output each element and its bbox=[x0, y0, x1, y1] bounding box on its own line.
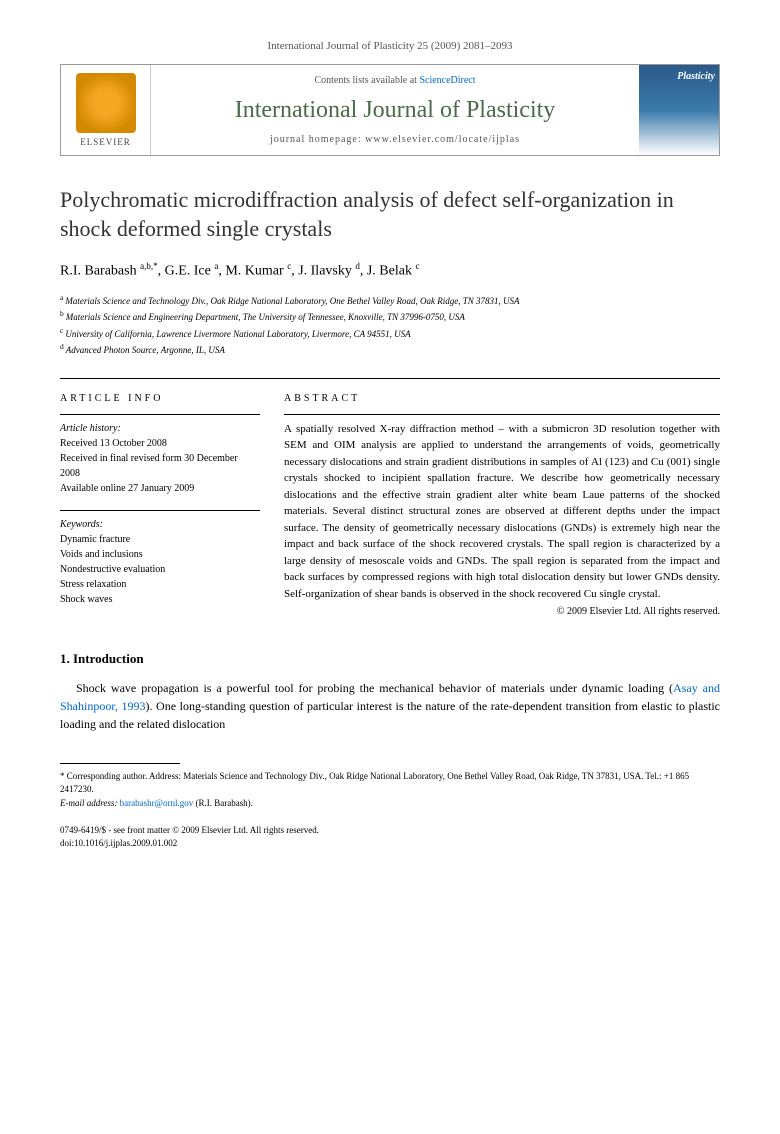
contents-available-line: Contents lists available at ScienceDirec… bbox=[167, 75, 623, 86]
journal-name: International Journal of Plasticity bbox=[167, 97, 623, 124]
article-history-block: Article history: Received 13 October 200… bbox=[60, 414, 260, 496]
intro-text-before: Shock wave propagation is a powerful too… bbox=[76, 681, 673, 695]
keywords-block: Keywords: Dynamic fracture Voids and inc… bbox=[60, 510, 260, 607]
affiliation-item: cUniversity of California, Lawrence Live… bbox=[60, 325, 720, 342]
article-info-heading: ARTICLE INFO bbox=[60, 393, 260, 404]
elsevier-tree-icon bbox=[76, 73, 136, 133]
article-info-column: ARTICLE INFO Article history: Received 1… bbox=[60, 393, 260, 621]
page-container: International Journal of Plasticity 25 (… bbox=[0, 0, 780, 890]
abstract-column: ABSTRACT A spatially resolved X-ray diff… bbox=[284, 393, 720, 621]
keyword-item: Stress relaxation bbox=[60, 577, 260, 592]
keyword-item: Nondestructive evaluation bbox=[60, 562, 260, 577]
introduction-paragraph: Shock wave propagation is a powerful too… bbox=[60, 679, 720, 733]
intro-text-after: ). One long-standing question of particu… bbox=[60, 699, 720, 731]
publisher-name: ELSEVIER bbox=[80, 137, 131, 147]
affiliation-item: dAdvanced Photon Source, Argonne, IL, US… bbox=[60, 341, 720, 358]
bottom-meta: 0749-6419/$ - see front matter © 2009 El… bbox=[60, 824, 720, 849]
journal-cover-thumb: Plasticity bbox=[639, 65, 719, 155]
authors-line: R.I. Barabash a,b,*, G.E. Ice a, M. Kuma… bbox=[60, 261, 720, 280]
affiliation-item: aMaterials Science and Technology Div., … bbox=[60, 292, 720, 309]
footnote-separator bbox=[60, 763, 180, 764]
keywords-label: Keywords: bbox=[60, 517, 260, 532]
abstract-heading: ABSTRACT bbox=[284, 393, 720, 404]
email-link[interactable]: barabashr@ornl.gov bbox=[120, 798, 194, 808]
keyword-item: Dynamic fracture bbox=[60, 532, 260, 547]
issn-line: 0749-6419/$ - see front matter © 2009 El… bbox=[60, 824, 720, 837]
article-title: Polychromatic microdiffraction analysis … bbox=[60, 186, 720, 243]
email-suffix: (R.I. Barabash). bbox=[193, 798, 253, 808]
keyword-item: Voids and inclusions bbox=[60, 547, 260, 562]
journal-banner: ELSEVIER Contents lists available at Sci… bbox=[60, 64, 720, 156]
sciencedirect-link[interactable]: ScienceDirect bbox=[419, 75, 475, 86]
contents-prefix: Contents lists available at bbox=[314, 75, 419, 86]
received-date: Received 13 October 2008 bbox=[60, 436, 260, 451]
introduction-heading: 1. Introduction bbox=[60, 651, 720, 667]
banner-center: Contents lists available at ScienceDirec… bbox=[151, 65, 639, 155]
affiliation-item: bMaterials Science and Engineering Depar… bbox=[60, 308, 720, 325]
publisher-logo-block: ELSEVIER bbox=[61, 65, 151, 155]
doi-line: doi:10.1016/j.ijplas.2009.01.002 bbox=[60, 837, 720, 850]
keyword-item: Shock waves bbox=[60, 592, 260, 607]
abstract-text: A spatially resolved X-ray diffraction m… bbox=[284, 414, 720, 603]
info-abstract-row: ARTICLE INFO Article history: Received 1… bbox=[60, 378, 720, 621]
history-label: Article history: bbox=[60, 421, 260, 436]
cover-title: Plasticity bbox=[677, 71, 715, 82]
online-date: Available online 27 January 2009 bbox=[60, 481, 260, 496]
footnotes-block: * Corresponding author. Address: Materia… bbox=[60, 770, 720, 811]
email-label: E-mail address: bbox=[60, 798, 120, 808]
abstract-copyright: © 2009 Elsevier Ltd. All rights reserved… bbox=[284, 606, 720, 617]
corresponding-author-note: * Corresponding author. Address: Materia… bbox=[60, 770, 720, 797]
revised-date: Received in final revised form 30 Decemb… bbox=[60, 451, 260, 481]
header-citation: International Journal of Plasticity 25 (… bbox=[60, 40, 720, 52]
email-line: E-mail address: barabashr@ornl.gov (R.I.… bbox=[60, 797, 720, 811]
journal-homepage[interactable]: journal homepage: www.elsevier.com/locat… bbox=[167, 134, 623, 145]
affiliations-block: aMaterials Science and Technology Div., … bbox=[60, 292, 720, 358]
